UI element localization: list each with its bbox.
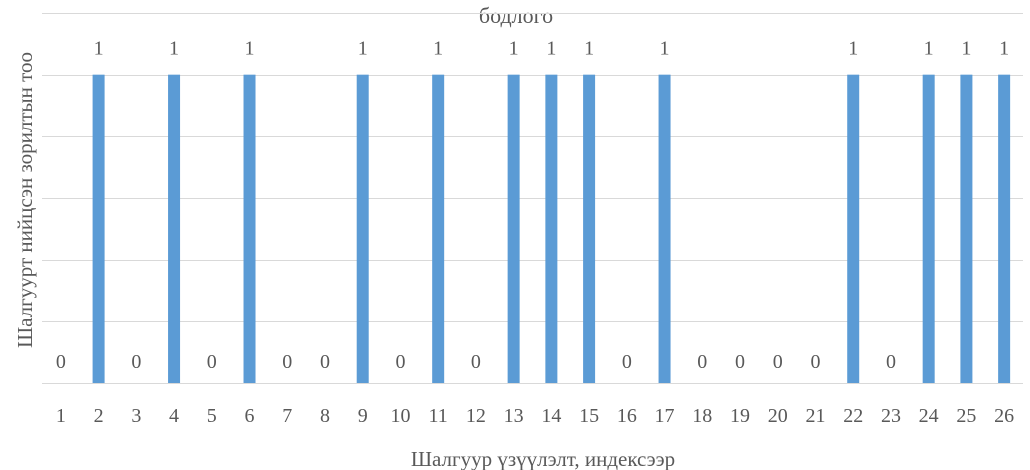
data-label-7: 0 [282,351,292,373]
data-label-22: 1 [848,38,858,60]
data-label-10: 0 [395,351,405,373]
x-tick-8: 8 [320,405,330,427]
x-tick-7: 7 [282,405,292,427]
x-tick-20: 20 [768,405,788,427]
bar-15 [583,74,596,384]
bar-26 [998,74,1011,384]
x-tick-5: 5 [207,405,217,427]
x-tick-3: 3 [131,405,141,427]
bar-4 [168,74,181,384]
bars [92,74,1011,384]
bar-24 [922,74,935,384]
data-label-1: 0 [56,351,66,373]
data-label-11: 1 [433,38,443,60]
x-tick-21: 21 [805,405,825,427]
x-tick-6: 6 [245,405,255,427]
bar-25 [960,74,973,384]
chart-title: бодлого [479,3,553,28]
bar-22 [847,74,860,384]
data-label-4: 1 [169,38,179,60]
data-label-9: 1 [358,38,368,60]
data-label-6: 1 [245,38,255,60]
x-tick-16: 16 [617,405,637,427]
x-tick-2: 2 [94,405,104,427]
data-label-18: 0 [697,351,707,373]
data-label-8: 0 [320,351,330,373]
bar-14 [545,74,558,384]
data-label-25: 1 [961,38,971,60]
bar-2 [92,74,105,384]
x-tick-labels: 1 2 3 4 5 6 7 8 9 10 11 12 13 14 15 16 17 18 19 20 21 22 23 24 2… [56,405,1014,427]
x-tick-24: 24 [919,405,939,427]
data-label-26: 1 [999,38,1009,60]
data-label-17: 1 [660,38,670,60]
x-tick-17: 17 [655,405,675,427]
x-tick-26: 26 [994,405,1014,427]
x-tick-25: 25 [956,405,976,427]
bar-9 [356,74,369,384]
data-label-19: 0 [735,351,745,373]
x-tick-9: 9 [358,405,368,427]
x-tick-18: 18 [692,405,712,427]
x-tick-10: 10 [390,405,410,427]
x-tick-13: 13 [504,405,524,427]
y-axis-title: Шалгуурт нийцсэн зорилтын тоо [13,52,37,348]
x-tick-14: 14 [541,405,561,427]
bar-17 [658,74,671,384]
bar-11 [432,74,445,384]
x-tick-4: 4 [169,405,179,427]
x-tick-23: 23 [881,405,901,427]
data-label-21: 0 [810,351,820,373]
x-tick-12: 12 [466,405,486,427]
data-label-15: 1 [584,38,594,60]
gridlines [42,13,1023,384]
bar-6 [243,74,256,384]
data-label-3: 0 [131,351,141,373]
x-tick-11: 11 [429,405,448,427]
x-tick-1: 1 [56,405,66,427]
x-tick-22: 22 [843,405,863,427]
data-label-14: 1 [546,38,556,60]
data-labels: 0 1 0 1 0 1 0 0 1 0 1 0 1 1 1 0 1 0 0 0 0 1 0 1 1 1 [56,38,1009,373]
data-label-12: 0 [471,351,481,373]
data-label-24: 1 [924,38,934,60]
data-label-13: 1 [509,38,519,60]
data-label-20: 0 [773,351,783,373]
data-label-5: 0 [207,351,217,373]
x-axis-title: Шалгуур үзүүлэлт, индексээр [411,447,675,470]
data-label-23: 0 [886,351,896,373]
bar-13 [507,74,520,384]
data-label-2: 1 [94,38,104,60]
data-label-16: 0 [622,351,632,373]
x-tick-19: 19 [730,405,750,427]
x-tick-15: 15 [579,405,599,427]
